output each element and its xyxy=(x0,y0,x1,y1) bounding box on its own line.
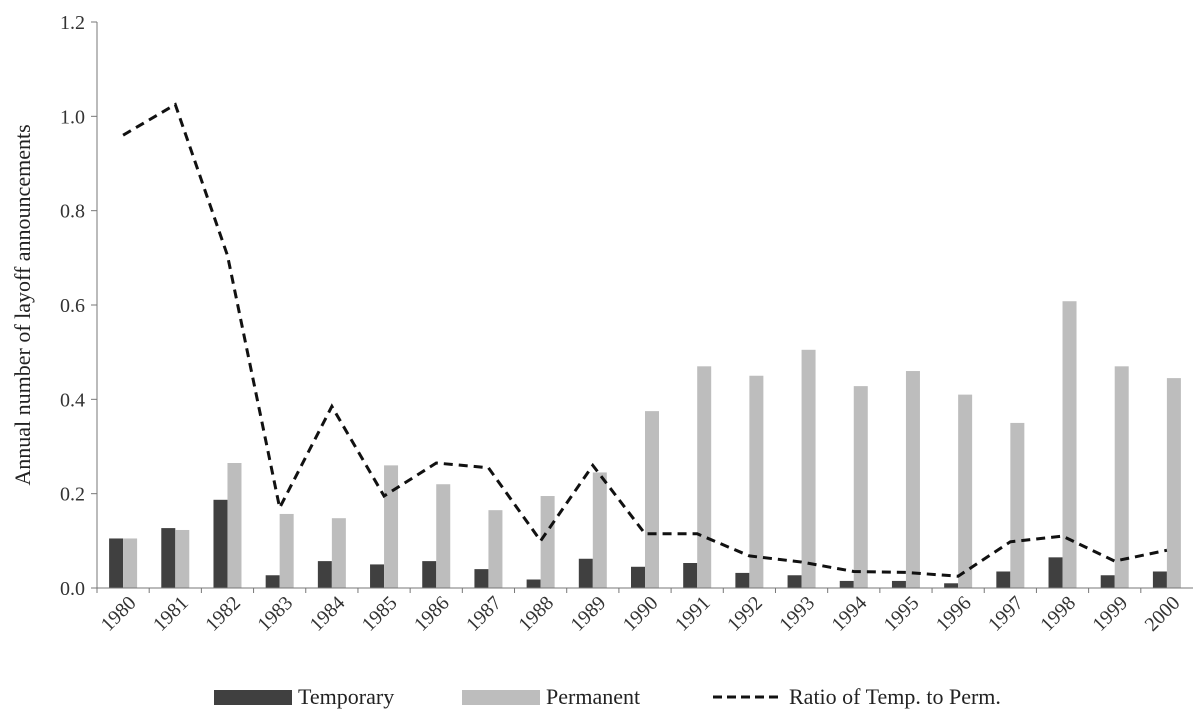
y-tick-label: 0.0 xyxy=(60,578,85,600)
permanent-bar-1985 xyxy=(384,465,399,588)
y-tick-label: 0.4 xyxy=(60,389,85,411)
temporary-bar-1990 xyxy=(631,566,645,588)
temporary-bar-1989 xyxy=(578,558,593,588)
bar-series xyxy=(109,301,1181,588)
temporary-bar-1983 xyxy=(265,575,280,588)
x-tick-label: 1992 xyxy=(723,592,767,636)
temporary-bar-2000 xyxy=(1152,571,1167,588)
x-tick-label: 1990 xyxy=(619,592,663,636)
temporary-bar-1991 xyxy=(683,563,698,588)
permanent-bar-1987 xyxy=(488,510,503,588)
y-tick-label: 0.2 xyxy=(60,484,85,506)
y-axis-ticks: 0.0 0.2 0.4 0.6 0.8 1.0 1.2 xyxy=(60,12,97,600)
x-tick-label: 1997 xyxy=(984,592,1028,636)
permanent-bar-1995 xyxy=(905,371,920,588)
temporary-bar-1980 xyxy=(109,538,124,588)
x-tick-label: 1996 xyxy=(932,592,976,636)
ratio-line xyxy=(122,102,1168,578)
x-tick-label: 1988 xyxy=(514,592,558,636)
x-axis-ticks: 1980 1981 1982 1983 1984 1985 1986 1987 1988 1989… xyxy=(96,588,1185,636)
axes xyxy=(96,22,1193,589)
x-tick-label: 1998 xyxy=(1036,592,1080,636)
permanent-bar-1990 xyxy=(645,411,659,588)
y-axis-title: Annual number of layoff announcements xyxy=(10,124,35,485)
x-tick-label: 1987 xyxy=(462,592,506,636)
temporary-bar-1987 xyxy=(474,569,489,588)
x-tick-label: 1984 xyxy=(306,592,350,636)
permanent-bar-1984 xyxy=(331,518,346,588)
temporary-bar-1997 xyxy=(996,571,1011,588)
ratio-line-series xyxy=(122,102,1168,578)
permanent-bar-1983 xyxy=(279,513,294,588)
permanent-bar-1986 xyxy=(436,484,451,588)
x-tick-label: 1995 xyxy=(880,592,924,636)
x-tick-label: 1999 xyxy=(1088,592,1132,636)
x-tick-label: 1991 xyxy=(671,592,715,636)
permanent-bar-1993 xyxy=(801,349,816,588)
legend-label: Permanent xyxy=(546,684,640,709)
temporary-bar-1984 xyxy=(317,561,332,588)
y-tick-label: 0.8 xyxy=(60,201,85,223)
temporary-bar-1998 xyxy=(1048,557,1063,588)
permanent-bar-1996 xyxy=(958,394,973,588)
y-tick-label: 0.6 xyxy=(60,295,85,317)
temporary-bar-1986 xyxy=(422,561,437,588)
permanent-bar-2000 xyxy=(1166,378,1181,588)
temporary-bar-1988 xyxy=(526,579,541,588)
y-tick-label: 1.2 xyxy=(60,12,85,34)
x-tick-label: 1983 xyxy=(253,592,297,636)
permanent-bar-1980 xyxy=(123,538,138,588)
x-tick-label: 2000 xyxy=(1141,592,1185,636)
x-tick-label: 1993 xyxy=(775,592,819,636)
temporary-bar-1999 xyxy=(1100,575,1115,588)
legend-label: Temporary xyxy=(298,684,394,709)
permanent-bar-1988 xyxy=(540,496,555,588)
x-tick-label: 1985 xyxy=(358,592,402,636)
permanent-bar-1994 xyxy=(853,386,868,588)
x-tick-label: 1986 xyxy=(410,592,454,636)
legend-swatch-0 xyxy=(214,690,292,705)
legend-swatch-1 xyxy=(462,690,540,705)
permanent-bar-1998 xyxy=(1062,301,1077,588)
permanent-bar-1981 xyxy=(175,529,190,588)
y-tick-label: 1.0 xyxy=(60,106,85,128)
permanent-bar-1989 xyxy=(592,472,607,588)
x-tick-label: 1982 xyxy=(201,592,245,636)
permanent-bar-1999 xyxy=(1114,366,1129,588)
temporary-bar-1994 xyxy=(839,580,854,588)
x-tick-label: 1980 xyxy=(97,592,141,636)
temporary-bar-1982 xyxy=(213,499,228,588)
temporary-bar-1985 xyxy=(370,564,385,588)
permanent-bar-1982 xyxy=(227,463,242,588)
temporary-bar-1996 xyxy=(944,583,959,588)
x-tick-label: 1994 xyxy=(827,592,871,636)
permanent-bar-1991 xyxy=(697,366,712,588)
temporary-bar-1993 xyxy=(787,575,802,588)
x-tick-label: 1981 xyxy=(149,592,193,636)
legend-label: Ratio of Temp. to Perm. xyxy=(789,684,1001,709)
x-tick-label: 1989 xyxy=(567,592,611,636)
permanent-bar-1997 xyxy=(1010,422,1025,588)
permanent-bar-1992 xyxy=(749,375,764,588)
temporary-bar-1992 xyxy=(735,572,750,588)
legend: Temporary Permanent Ratio of Temp. to Perm… xyxy=(214,684,1001,709)
temporary-bar-1981 xyxy=(161,528,176,588)
temporary-bar-1995 xyxy=(891,580,906,588)
